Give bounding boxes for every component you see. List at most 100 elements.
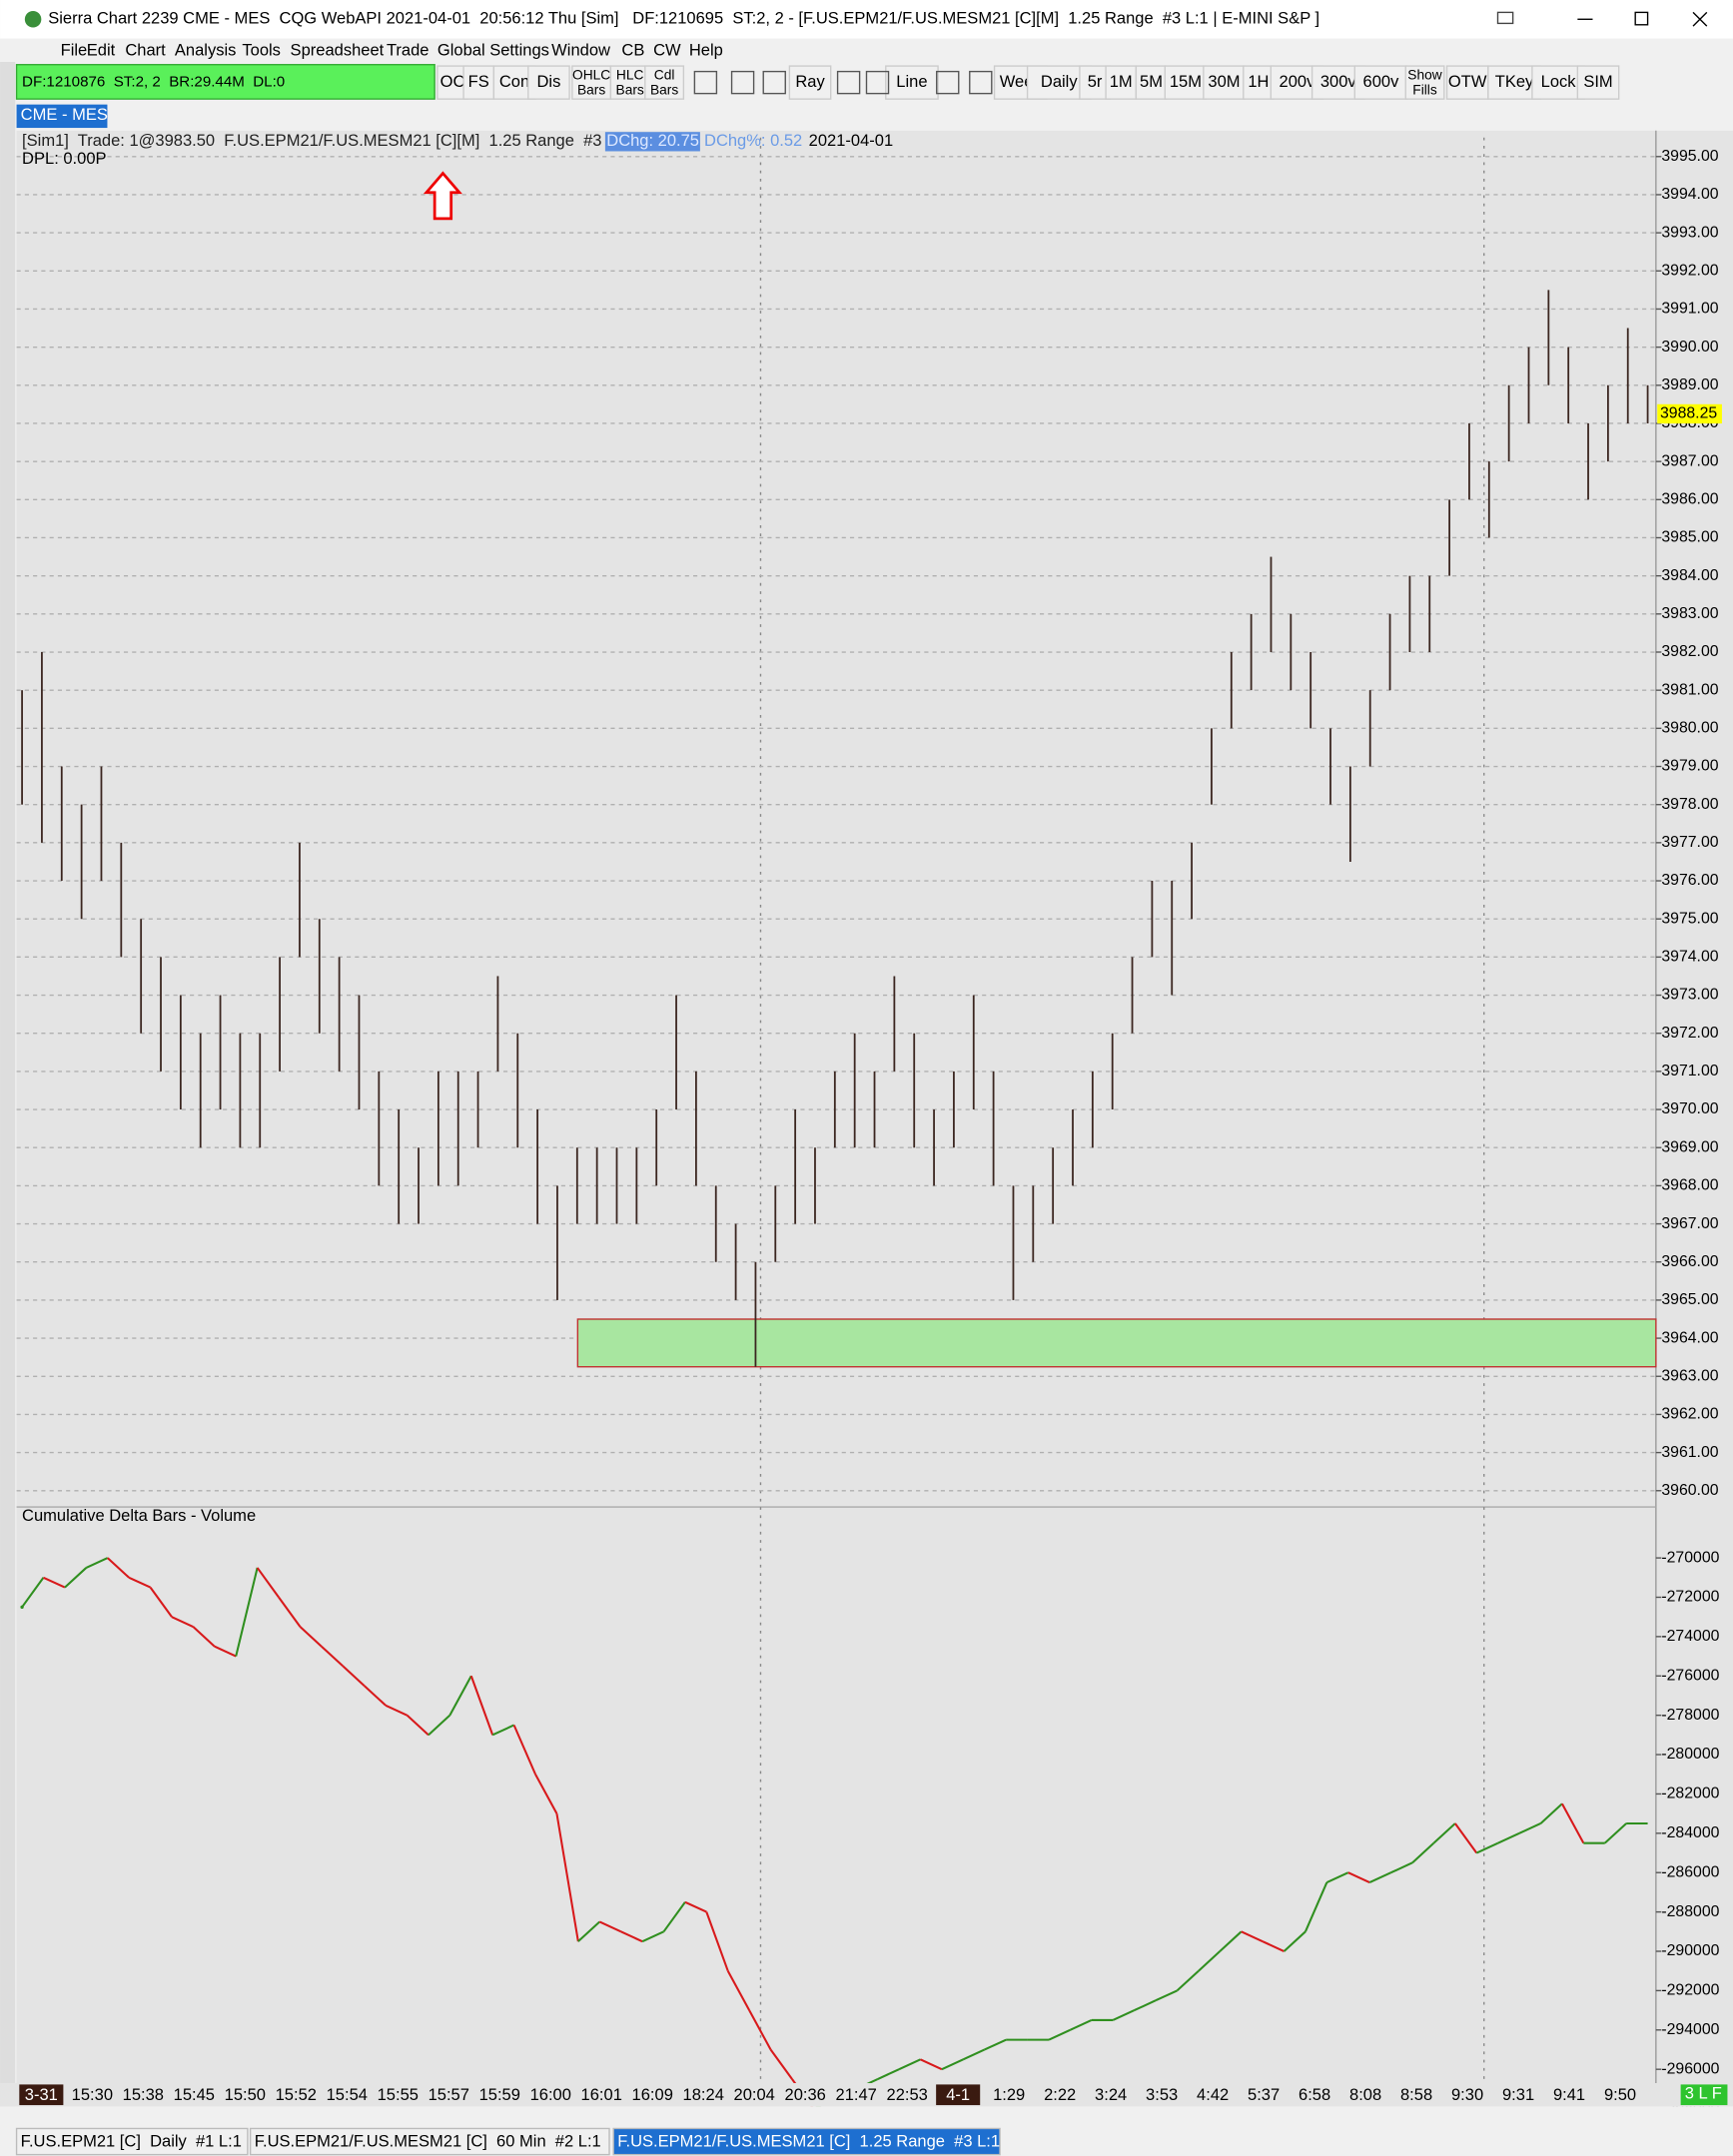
- date-marker: [19, 2084, 64, 2106]
- delta-segment: [984, 2038, 1007, 2051]
- scrollbar[interactable]: [0, 2106, 1733, 2128]
- chart-tab[interactable]: [249, 2127, 610, 2156]
- status-text: DF:1210876 ST:2, 2 BR:29.44M DL:0: [22, 74, 285, 91]
- toolbar-button[interactable]: [1576, 65, 1620, 100]
- price-scale: [1655, 130, 1733, 2084]
- tool-icon[interactable]: [693, 70, 718, 95]
- y-tick-label: 3983.00: [1661, 605, 1718, 622]
- toolbar-button[interactable]: [1105, 65, 1138, 100]
- menu-item[interactable]: Help: [689, 40, 723, 59]
- delta-segment: [941, 2058, 964, 2071]
- subgraph-title: Cumulative Delta Bars - Volume: [22, 1506, 256, 1525]
- toolbar-button[interactable]: [1164, 65, 1208, 100]
- plots: 3960.00 3961.00 3962.00 3963.00 3964.00 3965.…: [16, 148, 1722, 2117]
- toolbar-button-label: Bars: [577, 83, 605, 98]
- y-tick-label: 3977.00: [1661, 834, 1718, 851]
- delta-segment: [428, 1714, 451, 1737]
- delta-segment: [1539, 1802, 1563, 1824]
- delta-segment: [684, 1900, 707, 1913]
- y-tick-label: 3964.00: [1661, 1329, 1718, 1346]
- x-tick-label: 15:59: [479, 2085, 520, 2104]
- menu-item[interactable]: File: [61, 40, 88, 59]
- chart-area: [16, 130, 1656, 2084]
- delta-segment: [1112, 2009, 1136, 2021]
- delta-segment: [877, 2068, 900, 2080]
- toolbar-button[interactable]: [1353, 65, 1408, 100]
- tool-icon[interactable]: [969, 70, 993, 95]
- delta-segment: [192, 1626, 216, 1648]
- delta-segment: [1497, 1831, 1520, 1844]
- chart-tab[interactable]: [16, 104, 108, 129]
- toolbar-button[interactable]: [644, 65, 685, 100]
- x-tick-label: 9:50: [1604, 2085, 1636, 2104]
- restore-icon[interactable]: [1496, 11, 1514, 25]
- toolbar-button-label: 300v: [1320, 72, 1357, 91]
- zone: [576, 1318, 1657, 1368]
- toolbar-button[interactable]: [1203, 65, 1246, 100]
- close-button[interactable]: [1692, 11, 1708, 27]
- y-tick-label: -296000: [1661, 2060, 1719, 2077]
- menu-item[interactable]: Analysis: [175, 40, 237, 59]
- tool-icon[interactable]: [762, 70, 786, 95]
- toolbar-button[interactable]: [436, 65, 468, 100]
- delta-segment: [469, 1675, 494, 1736]
- menu-item[interactable]: Window: [551, 40, 610, 59]
- toolbar-button[interactable]: [788, 65, 832, 100]
- toolbar-button[interactable]: [1079, 65, 1111, 100]
- annotation-arrow: [423, 171, 462, 221]
- corner-badge-text: 3 L F: [1685, 2083, 1722, 2102]
- toolbar-button-label: 5M: [1140, 72, 1163, 91]
- x-tick-label: 9:41: [1553, 2085, 1585, 2104]
- tool-icon[interactable]: [936, 70, 960, 95]
- tool-icon[interactable]: [730, 70, 755, 95]
- maximize-button[interactable]: [1634, 11, 1649, 26]
- delta-segment: [448, 1675, 472, 1717]
- menu-item[interactable]: Global Settings: [437, 40, 549, 59]
- y-tick-label: 3972.00: [1661, 1025, 1718, 1042]
- toolbar-button[interactable]: [609, 65, 650, 100]
- x-tick-label: 9:30: [1451, 2085, 1483, 2104]
- toolbar-button[interactable]: [1531, 65, 1585, 100]
- x-tick-label: 15:30: [72, 2085, 113, 2104]
- delta-segment: [1432, 1822, 1456, 1844]
- tool-icon[interactable]: [865, 70, 890, 95]
- x-tick-label: 15:45: [174, 2085, 215, 2104]
- menu-item[interactable]: CB: [621, 40, 644, 59]
- y-tick-label: -294000: [1661, 2021, 1719, 2038]
- x-tick-label: 15:55: [378, 2085, 419, 2104]
- menu-item[interactable]: Trade: [387, 40, 430, 59]
- x-tick-label: 1:29: [993, 2085, 1025, 2104]
- toolbar-button[interactable]: [1135, 65, 1168, 100]
- title-bar: [0, 0, 1733, 39]
- tool-icon[interactable]: [836, 70, 861, 95]
- x-tick-label: 16:00: [530, 2085, 571, 2104]
- toolbar-button[interactable]: [571, 65, 612, 100]
- y-tick-label: -280000: [1661, 1746, 1719, 1763]
- toolbar-button[interactable]: [462, 65, 495, 100]
- y-tick-label: 3986.00: [1661, 491, 1718, 508]
- menu-item[interactable]: Edit: [87, 40, 116, 59]
- date-marker: [936, 2084, 981, 2106]
- toolbar-button-label: OHLC: [572, 67, 610, 82]
- toolbar-button-label: Dis: [537, 72, 561, 91]
- menu-item[interactable]: Tools: [242, 40, 281, 59]
- y-tick-label: 3962.00: [1661, 1406, 1718, 1423]
- delta-segment: [21, 1577, 45, 1608]
- delta-segment: [406, 1714, 430, 1737]
- y-tick-label: -272000: [1661, 1589, 1719, 1606]
- y-tick-label: 3987.00: [1661, 452, 1718, 469]
- toolbar-button[interactable]: [1404, 65, 1445, 100]
- menu-item[interactable]: CW: [653, 40, 681, 59]
- toolbar-button-label: FS: [468, 72, 489, 91]
- delta-segment: [1155, 1989, 1178, 2002]
- toolbar-button[interactable]: [1445, 65, 1489, 100]
- x-tick-label: 20:04: [734, 2085, 775, 2104]
- window-title: Sierra Chart 2239 CME - MES CQG WebAPI 2…: [48, 9, 1319, 28]
- toolbar-button-label: OC: [440, 72, 465, 91]
- toolbar-button[interactable]: [527, 65, 570, 100]
- chart-tab[interactable]: [15, 2127, 249, 2156]
- menu-item[interactable]: Chart: [125, 40, 166, 59]
- menu-item[interactable]: Spreadsheet: [291, 40, 385, 59]
- chart-tab[interactable]: [612, 2127, 1001, 2156]
- toolbar-button[interactable]: [885, 65, 939, 100]
